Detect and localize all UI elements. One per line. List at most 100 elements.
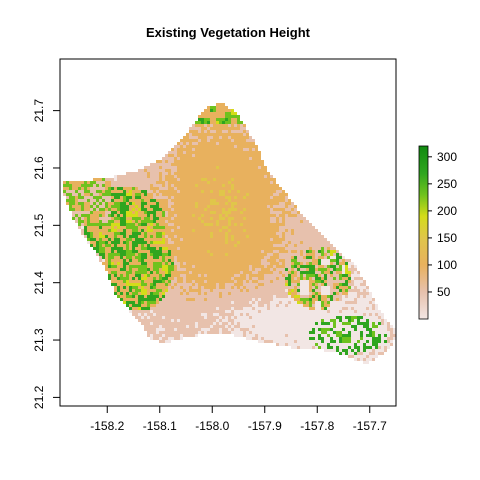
raster-cell (231, 148, 234, 151)
raster-cell (168, 151, 171, 154)
raster-cell (138, 256, 141, 259)
raster-cell (243, 331, 246, 334)
raster-cell (276, 322, 279, 325)
raster-cell (243, 247, 246, 250)
raster-cell (171, 313, 174, 316)
raster-cell (210, 325, 213, 328)
raster-cell (255, 187, 258, 190)
raster-cell (153, 226, 156, 229)
raster-cell (267, 322, 270, 325)
raster-cell (153, 286, 156, 289)
raster-cell (234, 322, 237, 325)
raster-cell (357, 325, 360, 328)
raster-cell (201, 241, 204, 244)
raster-cell (153, 259, 156, 262)
raster-cell (201, 298, 204, 301)
raster-cell (243, 163, 246, 166)
raster-cell (174, 247, 177, 250)
raster-cell (255, 235, 258, 238)
raster-cell (264, 337, 267, 340)
raster-cell (162, 310, 165, 313)
raster-cell (270, 187, 273, 190)
raster-cell (186, 295, 189, 298)
raster-cell (183, 280, 186, 283)
raster-cell (258, 169, 261, 172)
raster-cell (207, 208, 210, 211)
raster-cell (192, 238, 195, 241)
raster-cell (141, 298, 144, 301)
raster-cell (192, 160, 195, 163)
raster-cell (300, 277, 303, 280)
raster-cell (258, 241, 261, 244)
raster-cell (258, 178, 261, 181)
raster-cell (357, 334, 360, 337)
raster-cell (249, 238, 252, 241)
raster-cell (111, 268, 114, 271)
raster-cell (180, 163, 183, 166)
raster-cell (207, 253, 210, 256)
raster-cell (258, 175, 261, 178)
raster-cell (342, 256, 345, 259)
raster-cell (111, 184, 114, 187)
raster-cell (120, 298, 123, 301)
raster-cell (147, 229, 150, 232)
raster-cell (186, 307, 189, 310)
raster-cell (90, 238, 93, 241)
raster-cell (267, 217, 270, 220)
raster-cell (159, 295, 162, 298)
raster-cell (126, 244, 129, 247)
raster-cell (228, 118, 231, 121)
raster-cell (234, 145, 237, 148)
raster-cell (327, 340, 330, 343)
raster-cell (195, 169, 198, 172)
raster-cell (246, 184, 249, 187)
raster-cell (333, 319, 336, 322)
raster-cell (174, 223, 177, 226)
raster-cell (183, 145, 186, 148)
raster-cell (114, 247, 117, 250)
raster-cell (210, 238, 213, 241)
raster-cell (291, 244, 294, 247)
raster-cell (327, 247, 330, 250)
raster-cell (156, 196, 159, 199)
raster-cell (201, 124, 204, 127)
raster-cell (90, 202, 93, 205)
raster-cell (252, 304, 255, 307)
raster-cell (174, 337, 177, 340)
raster-cell (189, 307, 192, 310)
raster-cell (165, 214, 168, 217)
raster-cell (294, 235, 297, 238)
raster-cell (252, 160, 255, 163)
raster-cell (303, 328, 306, 331)
raster-cell (192, 295, 195, 298)
raster-cell (183, 295, 186, 298)
raster-cell (240, 235, 243, 238)
raster-cell (243, 130, 246, 133)
raster-cell (138, 292, 141, 295)
raster-cell (279, 235, 282, 238)
raster-cell (195, 163, 198, 166)
raster-cell (300, 301, 303, 304)
raster-cell (252, 187, 255, 190)
raster-cell (300, 337, 303, 340)
raster-cell (267, 190, 270, 193)
raster-cell (207, 142, 210, 145)
raster-cell (273, 253, 276, 256)
raster-cell (195, 304, 198, 307)
raster-cell (120, 286, 123, 289)
raster-cell (330, 310, 333, 313)
raster-cell (171, 289, 174, 292)
raster-cell (339, 295, 342, 298)
raster-cell (141, 229, 144, 232)
raster-cell (135, 292, 138, 295)
raster-cell (183, 259, 186, 262)
raster-cell (195, 133, 198, 136)
raster-cell (315, 256, 318, 259)
raster-cell (327, 277, 330, 280)
raster-cell (336, 304, 339, 307)
raster-cell (225, 154, 228, 157)
raster-cell (174, 241, 177, 244)
raster-cell (243, 124, 246, 127)
raster-cell (153, 298, 156, 301)
